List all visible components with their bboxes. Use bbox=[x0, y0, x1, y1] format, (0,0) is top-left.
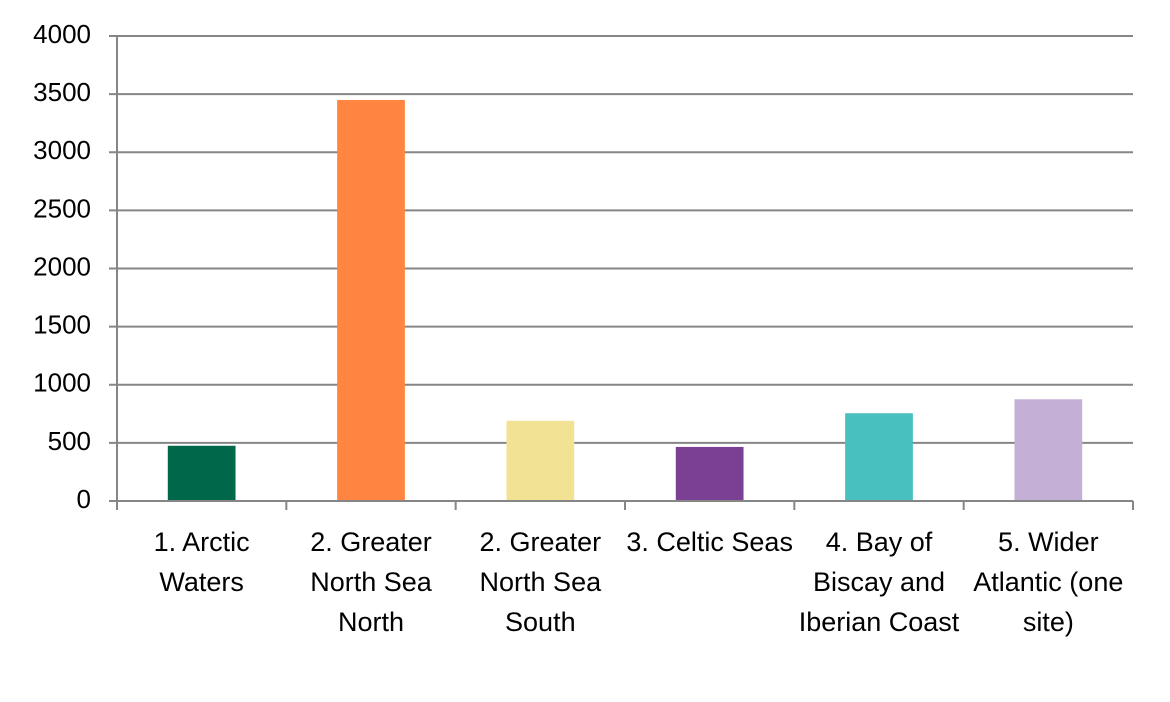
bar bbox=[675, 446, 744, 501]
bar bbox=[506, 420, 575, 501]
x-tick-label: 4. Bay of Biscay and Iberian Coast bbox=[798, 527, 960, 637]
x-tick-label: 5. Wider Atlantic (one site) bbox=[973, 527, 1124, 637]
y-tick-label: 0 bbox=[77, 484, 91, 514]
y-tick-label: 500 bbox=[48, 426, 91, 456]
y-tick-label: 2000 bbox=[33, 251, 91, 281]
x-tick-label: 2. Greater North Sea South bbox=[479, 527, 602, 637]
y-tick-label: 4000 bbox=[33, 19, 91, 49]
y-tick-label: 1500 bbox=[33, 310, 91, 340]
x-tick-label: 3. Celtic Seas bbox=[626, 527, 793, 557]
y-tick-label: 3500 bbox=[33, 77, 91, 107]
bar bbox=[1014, 399, 1083, 501]
x-tick-label: 1. Arctic Waters bbox=[153, 527, 250, 597]
y-tick-label: 3000 bbox=[33, 135, 91, 165]
x-tick-label: 2. Greater North Sea North bbox=[310, 527, 432, 637]
bar bbox=[337, 99, 405, 501]
y-tick-label: 1000 bbox=[33, 368, 91, 398]
bar bbox=[167, 445, 236, 501]
bar bbox=[845, 413, 913, 501]
y-tick-label: 2500 bbox=[33, 193, 91, 223]
